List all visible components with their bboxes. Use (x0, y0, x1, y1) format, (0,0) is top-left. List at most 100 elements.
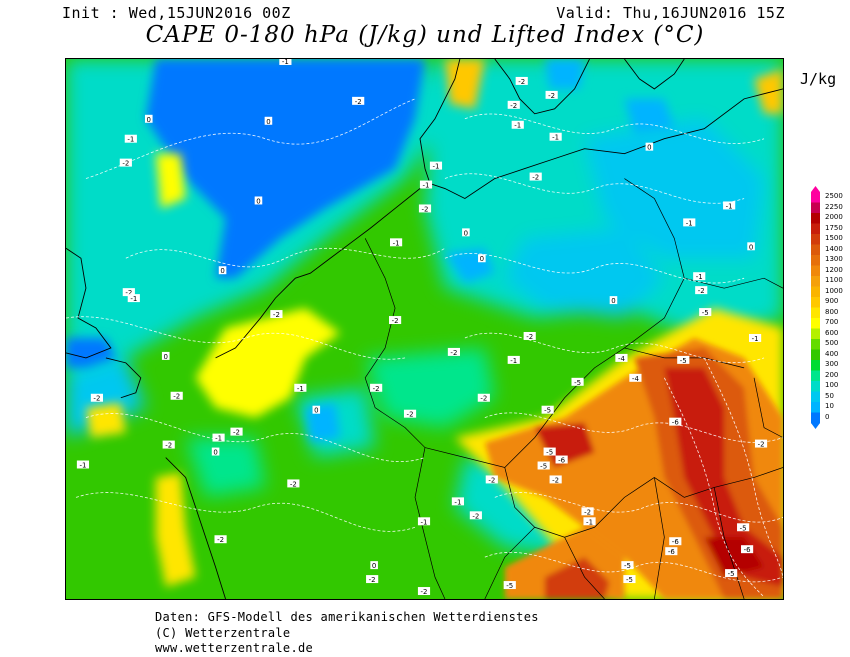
lifted-index-label: 0 (147, 116, 151, 124)
lifted-index-label-box (571, 377, 584, 386)
colorbar-label: 1000 (825, 286, 843, 295)
colorbar-swatch (811, 265, 820, 277)
lifted-index-label-box (669, 417, 682, 426)
colorbar-swatch (811, 391, 820, 403)
footer-copyright: (C) Wetterzentrale (155, 626, 291, 640)
lifted-index-label-box (76, 460, 90, 469)
lifted-index-label-box (417, 587, 431, 596)
lifted-index-label: 0 (213, 449, 217, 457)
colorbar-label: 2250 (825, 202, 843, 211)
colorbar-label: 1300 (825, 255, 843, 263)
lifted-index-label-box (451, 497, 464, 506)
lifted-index-label: -2 (122, 160, 129, 168)
colorbar-swatch (811, 339, 820, 350)
lifted-index-label: -6 (744, 546, 751, 554)
lifted-index-label-box (615, 353, 628, 362)
lifted-index-label-box (161, 351, 170, 360)
lifted-index-label: -1 (282, 58, 289, 66)
colorbar-label: 1100 (825, 276, 843, 284)
map-title: CAPE 0-180 hPa (J/kg) und Lifted Index (… (145, 22, 705, 48)
lifted-index-label: -5 (728, 570, 735, 578)
lifted-index-label: -2 (552, 476, 559, 484)
lifted-index-label-box (581, 507, 594, 516)
lifted-index-label: -2 (373, 385, 380, 393)
lifted-index-label-box (218, 266, 227, 275)
colorbar-label: 400 (825, 349, 839, 358)
colorbar-swatch (811, 223, 820, 235)
colorbar-swatch (811, 402, 820, 413)
lifted-index-label: -2 (421, 588, 428, 596)
colorbar-swatch (811, 349, 820, 361)
lifted-index-label: -2 (526, 333, 533, 341)
lifted-index-label: -6 (672, 538, 679, 546)
lifted-index-label-box (507, 100, 520, 109)
colorbar-label: 300 (825, 360, 839, 368)
lifted-index-label-box (478, 254, 486, 263)
lifted-index-label-box (429, 161, 443, 170)
valid-time: Valid: Thu,16JUN2016 15Z (556, 4, 785, 22)
colorbar-swatch (811, 381, 820, 392)
lifted-index-label: -5 (506, 582, 513, 590)
colorbar-label: 1400 (825, 244, 843, 253)
lifted-index-label: -2 (510, 102, 517, 110)
lifted-index-label: -2 (532, 174, 539, 182)
lifted-index-label: -5 (624, 562, 631, 570)
lifted-index-label: 0 (647, 144, 651, 152)
colorbar-swatch (811, 412, 820, 424)
colorbar-top-arrow (811, 186, 820, 192)
lifted-index-label: -5 (544, 407, 551, 415)
lifted-index-label-box (270, 310, 283, 319)
lifted-index-label-box (127, 294, 140, 303)
lifted-index-label: 0 (256, 197, 260, 205)
lifted-index-label-box (523, 331, 536, 340)
lifted-index-label: -4 (632, 375, 640, 383)
lifted-index-label: 0 (611, 297, 615, 305)
lifted-index-label-box (754, 439, 768, 448)
colorbar-label: 200 (825, 370, 839, 379)
lifted-index-label: -4 (618, 355, 626, 363)
lifted-index-label-box (529, 172, 542, 181)
init-time: Init : Wed,15JUN2016 00Z (62, 4, 291, 22)
colorbar-swatch (811, 370, 820, 382)
lifted-index-label-box (119, 158, 132, 167)
lifted-index-label: -2 (450, 349, 457, 357)
lifted-index-label: -2 (584, 508, 591, 516)
lifted-index-label-box (645, 142, 654, 151)
lifted-index-label-box (254, 196, 263, 205)
lifted-index-label: 0 (749, 243, 753, 251)
lifted-index-label: -5 (702, 309, 709, 317)
colorbar-swatch (811, 297, 820, 308)
lifted-index-label: -2 (233, 429, 240, 437)
cape-field (66, 59, 783, 599)
lifted-index-label: -5 (574, 379, 581, 387)
lifted-index-label: -1 (552, 134, 559, 142)
lifted-index-label-box (545, 90, 558, 99)
lifted-index-label-box (543, 447, 556, 456)
lifted-index-label-box (287, 479, 300, 488)
lifted-index-contours (66, 98, 783, 598)
lifted-index-label: -5 (680, 357, 687, 365)
lifted-index-label-box (503, 581, 516, 590)
lifted-index-label: -2 (165, 442, 172, 450)
lifted-index-label-box (477, 393, 490, 402)
lifted-index-label: -1 (432, 163, 439, 171)
lifted-index-label: -1 (297, 385, 304, 393)
lifted-index-label-box (485, 475, 498, 484)
lifted-index-label: -1 (79, 461, 86, 469)
lifted-index-label: -1 (514, 122, 521, 130)
lifted-index-label-box (294, 383, 307, 392)
colorbar-swatch (811, 244, 820, 256)
lifted-index-label: 0 (480, 255, 484, 263)
lifted-index-label-box (677, 355, 690, 364)
colorbar-label: 1500 (825, 234, 843, 242)
colorbar-swatch (811, 307, 820, 319)
lifted-index-label: -2 (518, 78, 525, 86)
lifted-index-label-box (90, 393, 103, 402)
lifted-index-label-box (122, 288, 135, 297)
lifted-index-label: -6 (672, 419, 679, 427)
lifted-index-label: 0 (372, 562, 376, 570)
lifted-index-label: -1 (686, 219, 693, 227)
colorbar-bottom-arrow (811, 423, 820, 429)
lifted-index-label: -2 (758, 441, 765, 449)
lifted-index-label-box (515, 76, 528, 85)
